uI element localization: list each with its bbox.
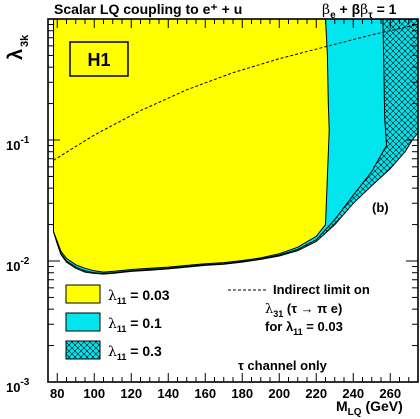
indirect-limit-label-line3: for λ11 = 0.03	[265, 319, 343, 337]
x-tick-labels: 80 100 120 140 160 180 200 220 240 260	[50, 386, 401, 401]
y-axis-label-sub: 3k	[19, 34, 31, 47]
x-tick-label: 80	[50, 386, 64, 401]
legend-label-2: λ11 = 0.3	[108, 343, 162, 362]
legend: λ11 = 0.03 λ11 = 0.1 λ11 = 0.3	[65, 284, 170, 362]
legend-swatch-0	[65, 284, 101, 304]
y-tick-labels: 10-310-210-1	[6, 135, 30, 395]
indirect-limit-process: (τ → π e)	[283, 301, 342, 316]
experiment-label: H1	[87, 50, 110, 70]
corner-label-sub-e: e	[330, 10, 336, 21]
legend-label-2-sub: 11	[117, 352, 127, 362]
indirect-limit-label-line2: λ31 (τ → π e)	[265, 301, 342, 319]
x-axis-label-sub: LQ	[348, 407, 362, 418]
x-axis-label: MLQ (GeV)	[336, 398, 403, 418]
experiment-badge	[69, 41, 129, 77]
corner-label-sub-tau: τ	[368, 10, 373, 21]
legend-label-0: λ11 = 0.03	[108, 287, 170, 306]
chart-title: Scalar LQ coupling to e⁺ + u	[54, 1, 242, 17]
legend-label-1: λ11 = 0.1	[108, 315, 162, 334]
y-tick-label: 10-3	[6, 377, 30, 395]
y-tick-label: 10-2	[6, 256, 30, 274]
y-tick-label-base: 10	[6, 138, 20, 153]
corner-label-beta2: β	[360, 2, 368, 18]
legend-label-1-rest: = 0.1	[126, 315, 162, 331]
x-tick-label: 140	[157, 386, 179, 401]
y-tick-label-base: 10	[6, 380, 20, 395]
indirect-limit-for: for λ	[265, 319, 294, 334]
x-tick-label: 240	[342, 386, 364, 401]
corner-label: βe + ββτ = 1	[322, 1, 397, 21]
y-tick-label-exponent: -2	[20, 256, 29, 267]
legend-label-0-sub: 11	[117, 296, 127, 306]
corner-label-mid: + β	[336, 1, 361, 17]
x-tick-label: 260	[379, 386, 401, 401]
y-tick-label-exponent: -3	[20, 377, 29, 388]
region-series-0	[52, 19, 330, 273]
y-axis-label: λ 3k	[5, 34, 31, 60]
legend-label-0-rest: = 0.03	[126, 287, 169, 303]
footnote: τ channel only	[238, 358, 328, 373]
x-axis-label-main: M	[336, 398, 348, 414]
indirect-limit-lambda: λ	[265, 302, 273, 317]
legend-swatch-1	[65, 312, 101, 332]
x-tick-label: 180	[231, 386, 253, 401]
indirect-limit-lambda-sub: 31	[273, 309, 283, 319]
exclusion-regions	[52, 19, 418, 275]
indirect-limit-for-sub: 11	[293, 327, 303, 337]
axis-ticks	[48, 19, 418, 383]
indirect-limit-line	[53, 24, 418, 161]
panel-label: (b)	[372, 200, 389, 215]
indirect-limit-for-rest: = 0.03	[303, 319, 343, 334]
legend-label-0-main: λ	[108, 288, 117, 304]
x-tick-label: 220	[305, 386, 327, 401]
legend-label-2-rest: = 0.3	[126, 343, 162, 359]
legend-label-2-main: λ	[108, 344, 117, 360]
y-tick-label-base: 10	[6, 259, 20, 274]
corner-label-end: = 1	[373, 1, 397, 17]
legend-label-1-sub: 11	[117, 324, 127, 334]
x-tick-label: 120	[120, 386, 142, 401]
legend-label-1-main: λ	[108, 316, 117, 332]
y-tick-label: 10-1	[6, 135, 30, 153]
x-tick-label: 100	[83, 386, 105, 401]
x-tick-label: 200	[268, 386, 290, 401]
legend-swatch-2	[65, 340, 101, 360]
x-axis-label-unit: (GeV)	[362, 398, 403, 414]
x-tick-label: 160	[194, 386, 216, 401]
y-axis-label-main: λ	[5, 49, 27, 60]
indirect-limit-label-line1: Indirect limit on	[273, 282, 370, 297]
y-tick-label-exponent: -1	[20, 135, 29, 146]
corner-label-beta: β	[322, 2, 330, 18]
